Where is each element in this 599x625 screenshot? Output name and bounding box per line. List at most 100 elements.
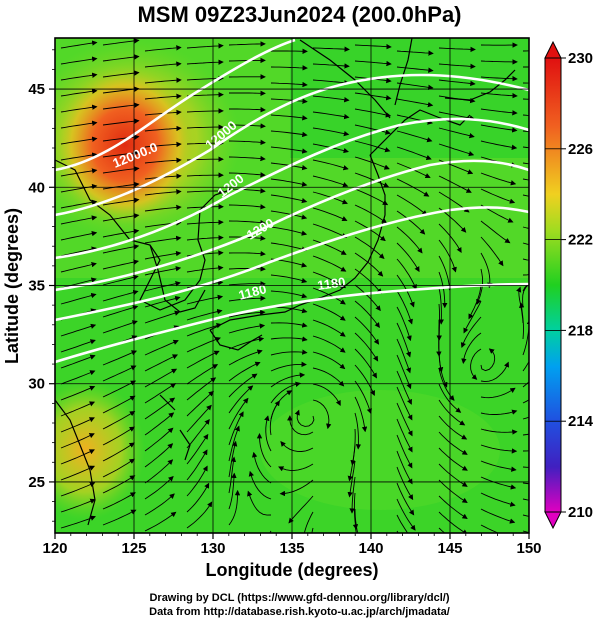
streamline	[396, 226, 423, 254]
credits-line-2: Data from http://database.rish.kyoto-u.a…	[149, 606, 450, 618]
streamline	[396, 530, 399, 533]
streamline	[438, 463, 468, 487]
streamline	[60, 40, 98, 49]
streamline	[60, 104, 98, 113]
streamline	[228, 250, 266, 257]
streamline	[228, 489, 241, 526]
streamline	[396, 402, 413, 437]
streamline	[396, 258, 417, 291]
streamline	[102, 166, 140, 174]
streamline	[312, 335, 346, 353]
streamline	[144, 157, 182, 164]
y-tick-label: 30	[28, 376, 45, 393]
streamline	[480, 188, 516, 204]
streamline	[60, 354, 96, 369]
x-tick-label: 125	[121, 540, 146, 557]
streamline	[468, 284, 482, 320]
streamline	[186, 235, 224, 241]
streamline	[347, 444, 356, 482]
streamline	[519, 302, 525, 340]
streamline	[270, 114, 308, 121]
streamline	[186, 188, 224, 194]
streamline	[438, 63, 476, 70]
colorbar-label: 222	[568, 232, 593, 249]
streamline	[102, 38, 140, 46]
streamline	[144, 125, 182, 132]
streamline	[102, 181, 140, 190]
streamline	[438, 111, 476, 121]
streamline	[102, 411, 136, 430]
streamline	[102, 289, 139, 302]
streamline	[102, 213, 140, 222]
streamline	[270, 381, 301, 404]
streamline	[480, 108, 518, 116]
streamline	[396, 50, 434, 56]
streamline	[270, 290, 308, 299]
x-tick-label: 140	[358, 540, 383, 557]
streamline	[102, 365, 137, 382]
streamline	[480, 236, 504, 267]
streamline	[396, 482, 415, 516]
streamline	[270, 306, 308, 314]
streamline	[354, 524, 357, 533]
streamline	[228, 155, 266, 162]
streamline	[60, 323, 97, 337]
streamline	[287, 415, 314, 436]
streamline	[522, 360, 529, 372]
streamline	[480, 508, 516, 524]
x-tick-label: 135	[279, 540, 304, 557]
streamline	[60, 120, 98, 129]
streamline	[312, 159, 349, 171]
streamline	[480, 348, 496, 372]
streamline	[144, 339, 179, 356]
streamline	[229, 106, 266, 113]
streamline	[228, 323, 266, 334]
streamline	[354, 284, 381, 312]
y-tick-label: 25	[28, 474, 45, 491]
streamline	[144, 493, 175, 516]
streamline	[102, 320, 138, 334]
streamline	[251, 451, 272, 484]
streamline	[480, 140, 518, 150]
streamline	[438, 46, 476, 53]
streamline	[476, 268, 484, 305]
y-tick-label: 45	[28, 81, 45, 98]
streamline	[354, 332, 379, 362]
streamline	[438, 495, 468, 519]
streamline	[312, 63, 350, 69]
streamline	[228, 397, 249, 430]
streamline	[460, 316, 482, 349]
streamline	[186, 433, 209, 465]
streamline	[228, 139, 266, 146]
streamline	[60, 433, 95, 449]
streamline	[144, 250, 182, 260]
streamline	[312, 303, 346, 321]
streamline	[396, 66, 434, 73]
streamline	[312, 223, 348, 238]
streamline	[186, 418, 210, 449]
streamline	[228, 281, 266, 287]
streamline	[144, 354, 179, 372]
streamline	[102, 150, 140, 158]
y-axis: 25 30 35 40 45	[28, 49, 55, 522]
streamline	[354, 348, 377, 379]
streamline	[144, 93, 182, 100]
streamline	[396, 146, 432, 161]
streamline	[144, 412, 175, 436]
colorbar-label: 210	[568, 504, 593, 521]
streamline	[102, 244, 140, 254]
streamline	[60, 168, 98, 177]
streamline	[60, 498, 96, 513]
streamline	[396, 194, 428, 216]
streamline	[396, 498, 416, 531]
streamline	[480, 444, 518, 454]
streamline	[354, 124, 391, 135]
streamline	[144, 443, 174, 468]
streamline	[480, 409, 518, 415]
streamline	[288, 495, 314, 524]
streamline	[228, 219, 266, 226]
streamline	[228, 204, 266, 210]
streamline	[303, 511, 314, 533]
streamline	[102, 259, 139, 270]
streamline	[270, 242, 308, 252]
